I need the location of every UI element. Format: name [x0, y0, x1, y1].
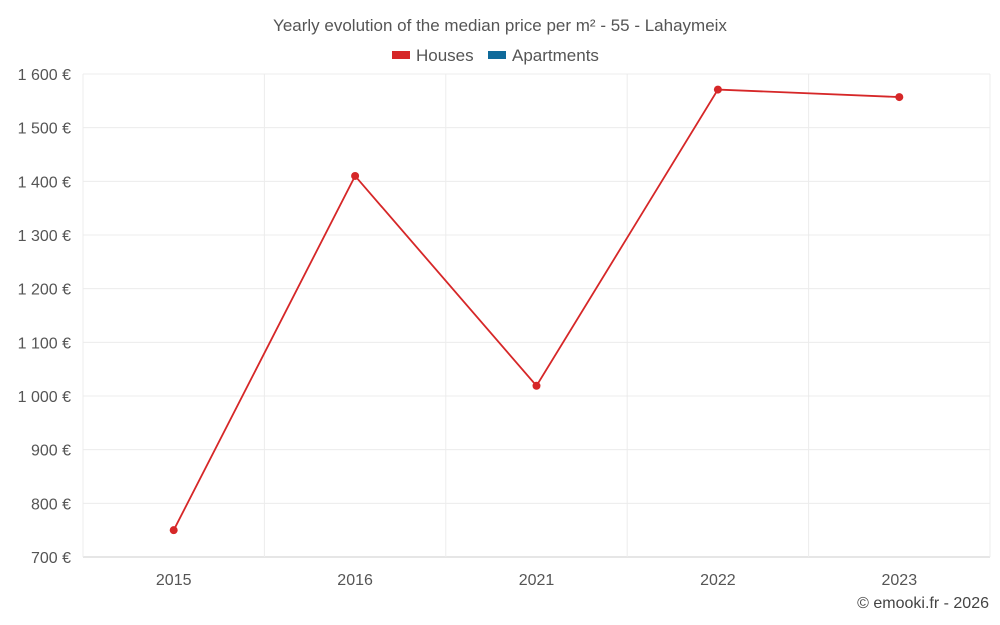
x-tick-label: 2016	[337, 572, 373, 589]
y-tick-label: 1 400 €	[18, 174, 71, 191]
y-axis: 700 € 800 € 900 € 1 000 € 1 100 € 1 200 € 1 30…	[18, 67, 71, 567]
y-tick-label: 1 500 €	[18, 121, 71, 138]
y-tick-label: 1 200 €	[18, 282, 71, 299]
y-tick-label: 1 100 €	[18, 335, 71, 352]
series-line-houses	[172, 88, 900, 531]
x-tick-label: 2015	[156, 572, 192, 589]
legend-label-houses: Houses	[416, 46, 474, 65]
y-tick-label: 900 €	[31, 443, 71, 460]
y-tick-label: 700 €	[31, 550, 71, 567]
chart-title: Yearly evolution of the median price per…	[273, 16, 727, 35]
legend: Houses Apartments	[392, 46, 599, 65]
x-tick-label: 2023	[882, 572, 918, 589]
legend-swatch-houses	[392, 51, 410, 59]
legend-label-apartments: Apartments	[512, 46, 599, 65]
credit-text: © emooki.fr - 2026	[857, 595, 989, 612]
data-point-houses[interactable]	[351, 171, 360, 180]
gridlines	[82, 73, 991, 558]
x-axis: 2015 2016 2021 2022 2023	[156, 572, 917, 589]
x-tick-label: 2022	[700, 572, 736, 589]
legend-item-apartments[interactable]: Apartments	[488, 46, 599, 65]
legend-swatch-apartments	[488, 51, 506, 59]
data-point-houses[interactable]	[532, 381, 541, 390]
data-point-houses[interactable]	[895, 93, 904, 102]
y-tick-label: 1 000 €	[18, 389, 71, 406]
y-tick-label: 800 €	[31, 496, 71, 513]
y-tick-label: 1 600 €	[18, 67, 71, 84]
y-tick-label: 1 300 €	[18, 228, 71, 245]
data-point-houses[interactable]	[169, 526, 178, 535]
data-point-houses[interactable]	[713, 85, 722, 94]
plot-series	[169, 85, 904, 535]
x-tick-label: 2021	[519, 572, 555, 589]
legend-item-houses[interactable]: Houses	[392, 46, 474, 65]
